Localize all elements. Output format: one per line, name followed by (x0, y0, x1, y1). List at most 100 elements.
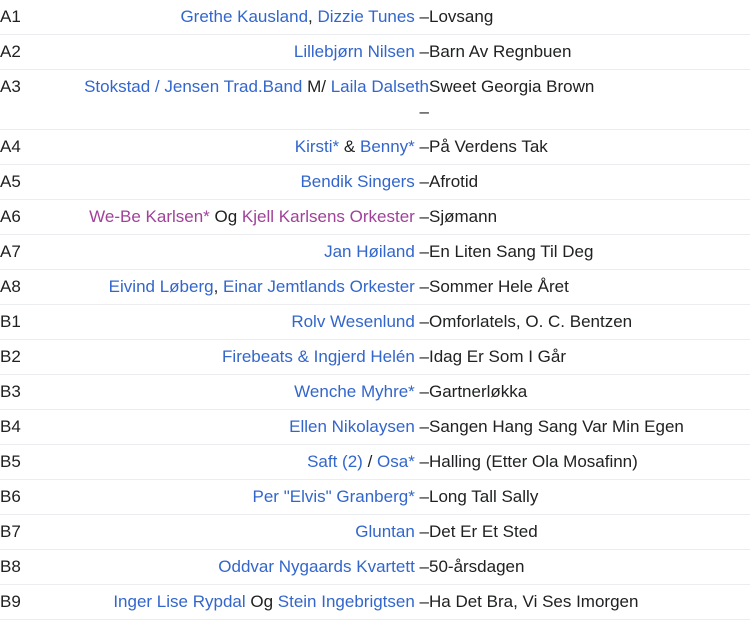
track-title: På Verdens Tak (429, 137, 548, 156)
track-artist: Firebeats & Ingjerd Helén – (74, 340, 429, 375)
track-title: Gartnerløkka (429, 382, 528, 401)
track-title: Omforlatels, O. C. Bentzen (429, 312, 633, 331)
artist-link[interactable]: Lillebjørn Nilsen (293, 42, 415, 61)
track-position: A2 (0, 42, 21, 61)
artist-link[interactable]: Grethe Kausland (180, 7, 309, 26)
tracklist-row: B5 Saft (2) / Osa* – Halling (Etter Ola M… (0, 445, 750, 480)
track-artist: Stokstad / Jensen Trad.Band M/ Laila Dal… (74, 70, 429, 130)
artist-link[interactable]: Kjell Karlsens Orkester (241, 207, 415, 226)
tracklist-row: A7 Jan Høiland – En Liten Sang Til Deg (0, 235, 750, 270)
tracklist-row: A5 Bendik Singers – Afrotid (0, 165, 750, 200)
track-title: Sangen Hang Sang Var Min Egen (429, 417, 684, 436)
track-position: A3 (0, 77, 21, 96)
tracklist-row: A2 Lillebjørn Nilsen – Barn Av Regnbuen (0, 35, 750, 70)
track-artist: Wenche Myhre* – (74, 375, 429, 410)
artist-link[interactable]: Kirsti* (294, 137, 340, 156)
track-position: B5 (0, 452, 21, 471)
track-position: B4 (0, 417, 21, 436)
tracklist-row: B6 Per "Elvis" Granberg* – Long Tall Sall… (0, 480, 750, 515)
track-title: Long Tall Sally (429, 487, 539, 506)
track-position: B9 (0, 592, 21, 611)
artist-link[interactable]: Rolv Wesenlund (291, 312, 415, 331)
tracklist-row: B3 Wenche Myhre* – Gartnerløkka (0, 375, 750, 410)
track-artist: Lillebjørn Nilsen – (74, 35, 429, 70)
tracklist-row: A3 Stokstad / Jensen Trad.Band M/ Laila D… (0, 70, 750, 130)
track-artist: Grethe Kausland, Dizzie Tunes – (74, 0, 429, 35)
track-title: Halling (Etter Ola Mosafinn) (429, 452, 638, 471)
track-artist: Rolv Wesenlund – (74, 305, 429, 340)
track-title: Sweet Georgia Brown (429, 77, 595, 96)
artist-separator-text: Og (245, 592, 278, 611)
track-position: B2 (0, 347, 21, 366)
artist-link[interactable]: Firebeats & Ingjerd Helén (222, 347, 415, 366)
artist-separator-text: – (414, 452, 429, 471)
artist-separator-text: – (414, 42, 429, 61)
artist-link[interactable]: Inger Lise Rypdal (113, 592, 246, 611)
artist-link[interactable]: Eivind Løberg (108, 277, 214, 296)
artist-separator-text: – (414, 207, 429, 226)
artist-separator-text: , (308, 7, 318, 26)
artist-separator-text: / (362, 452, 378, 471)
artist-separator-text: & (339, 137, 360, 156)
track-position: B1 (0, 312, 21, 331)
artist-link[interactable]: Saft (2) (307, 452, 363, 471)
artist-link[interactable]: Gluntan (355, 522, 415, 541)
artist-link[interactable]: Osa* (377, 452, 415, 471)
artist-link[interactable]: Einar Jemtlands Orkester (223, 277, 415, 296)
artist-separator-text: Og (209, 207, 242, 226)
artist-separator-text: – (414, 172, 429, 191)
artist-separator-text: – (414, 277, 429, 296)
track-title: Sjømann (429, 207, 498, 226)
track-title: Lovsang (429, 7, 494, 26)
tracklist-row: A1 Grethe Kausland, Dizzie Tunes – Lovsan… (0, 0, 750, 35)
artist-separator-text: M/ (302, 77, 331, 96)
track-title: Afrotid (429, 172, 479, 191)
artist-separator-text: , (213, 277, 224, 296)
artist-link[interactable]: Jan Høiland (324, 242, 415, 261)
track-position: A1 (0, 7, 21, 26)
tracklist-row: B8 Oddvar Nygaards Kvartett – 50-årsdagen (0, 550, 750, 585)
artist-link[interactable]: Ellen Nikolaysen (289, 417, 415, 436)
track-title: 50-årsdagen (429, 557, 525, 576)
artist-link[interactable]: Laila Dalseth (330, 77, 429, 96)
artist-link[interactable]: Per "Elvis" Granberg* (252, 487, 415, 506)
track-artist: Per "Elvis" Granberg* – (74, 480, 429, 515)
artist-link[interactable]: Dizzie Tunes (317, 7, 415, 26)
tracklist-row: A8 Eivind Løberg, Einar Jemtlands Orkeste… (0, 270, 750, 305)
artist-separator-text: – (414, 557, 429, 576)
track-title: En Liten Sang Til Deg (429, 242, 594, 261)
track-position: A5 (0, 172, 21, 191)
artist-separator-text: – (414, 137, 429, 156)
artist-link[interactable]: Benny* (359, 137, 415, 156)
track-artist: Saft (2) / Osa* – (74, 445, 429, 480)
artist-separator-text: – (414, 487, 429, 506)
tracklist-row: B2 Firebeats & Ingjerd Helén – Idag Er So… (0, 340, 750, 375)
artist-separator-text: – (414, 312, 429, 331)
artist-separator-text: – (414, 382, 429, 401)
track-position: A7 (0, 242, 21, 261)
artist-link[interactable]: Stokstad / Jensen Trad.Band (84, 77, 303, 96)
artist-link[interactable]: Bendik Singers (300, 172, 415, 191)
track-artist: Inger Lise Rypdal Og Stein Ingebrigtsen … (74, 585, 429, 620)
artist-separator-text: – (414, 417, 429, 436)
track-artist: Jan Høiland – (74, 235, 429, 270)
track-title: Sommer Hele Året (429, 277, 569, 296)
track-position: B6 (0, 487, 21, 506)
artist-link[interactable]: Stein Ingebrigtsen (277, 592, 415, 611)
tracklist-row: B7 Gluntan – Det Er Et Sted (0, 515, 750, 550)
track-title: Ha Det Bra, Vi Ses Imorgen (429, 592, 639, 611)
artist-separator-text: – (414, 592, 429, 611)
artist-link[interactable]: Oddvar Nygaards Kvartett (218, 557, 415, 576)
track-position: A6 (0, 207, 21, 226)
track-position: B3 (0, 382, 21, 401)
track-artist: Eivind Løberg, Einar Jemtlands Orkester … (74, 270, 429, 305)
artist-link[interactable]: Wenche Myhre* (294, 382, 415, 401)
artist-link[interactable]: We-Be Karlsen* (89, 207, 210, 226)
track-position: A4 (0, 137, 21, 156)
track-artist: Gluntan – (74, 515, 429, 550)
artist-separator-text: – (419, 102, 429, 121)
artist-separator-text: – (414, 347, 429, 366)
track-title: Det Er Et Sted (429, 522, 538, 541)
